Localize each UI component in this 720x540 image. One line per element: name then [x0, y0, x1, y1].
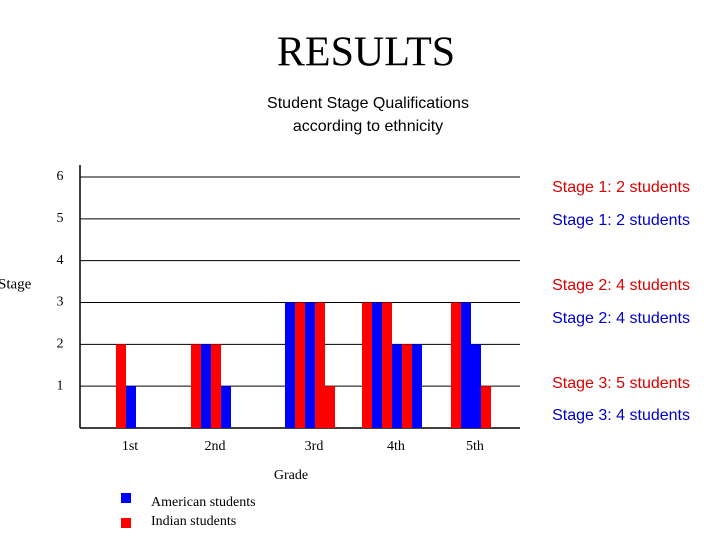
bar	[211, 344, 221, 428]
bar	[471, 344, 481, 428]
legend-label: Indian students	[151, 514, 236, 529]
annotation: Stage 3: 4 students	[552, 407, 690, 424]
bar	[305, 302, 315, 428]
bar	[221, 386, 231, 428]
annotation: Stage 2: 4 students	[552, 310, 690, 327]
y-tick-label: 4	[57, 253, 64, 268]
x-tick-label: 4th	[387, 439, 405, 454]
legend-label: American students	[151, 495, 256, 510]
bar	[372, 302, 382, 428]
bar	[461, 302, 471, 428]
x-tick-label: 1st	[122, 439, 138, 454]
y-tick-label: 6	[57, 169, 64, 184]
y-tick-label: 2	[57, 337, 64, 352]
y-tick-label: 5	[57, 211, 64, 226]
y-tick-label: 1	[57, 378, 64, 393]
bar	[191, 344, 201, 428]
bar	[481, 386, 491, 428]
bar	[201, 344, 211, 428]
bar	[362, 302, 372, 428]
bar	[382, 302, 392, 428]
bar	[116, 344, 126, 428]
bar	[412, 344, 422, 428]
legend-swatch	[121, 518, 131, 528]
annotation: Stage 2: 4 students	[552, 277, 690, 294]
bar	[126, 386, 136, 428]
bar	[315, 302, 325, 428]
x-tick-label: 2nd	[205, 439, 226, 454]
x-axis-label: Grade	[274, 468, 308, 483]
bar	[402, 344, 412, 428]
annotation: Stage 1: 2 students	[552, 212, 690, 229]
annotation: Stage 3: 5 students	[552, 375, 690, 392]
y-tick-label: 3	[57, 295, 64, 310]
subtitle: according to ethnicity	[293, 118, 443, 135]
bar	[325, 386, 335, 428]
y-axis-label: Stage	[0, 276, 32, 292]
x-tick-label: 5th	[466, 439, 484, 454]
bar	[451, 302, 461, 428]
bar	[392, 344, 402, 428]
x-tick-label: 3rd	[305, 439, 324, 454]
annotation: Stage 1: 2 students	[552, 179, 690, 196]
title: RESULTS	[277, 30, 455, 76]
bar	[285, 302, 295, 428]
subtitle: Student Stage Qualifications	[267, 95, 469, 112]
legend-swatch	[121, 493, 131, 503]
bar	[295, 302, 305, 428]
